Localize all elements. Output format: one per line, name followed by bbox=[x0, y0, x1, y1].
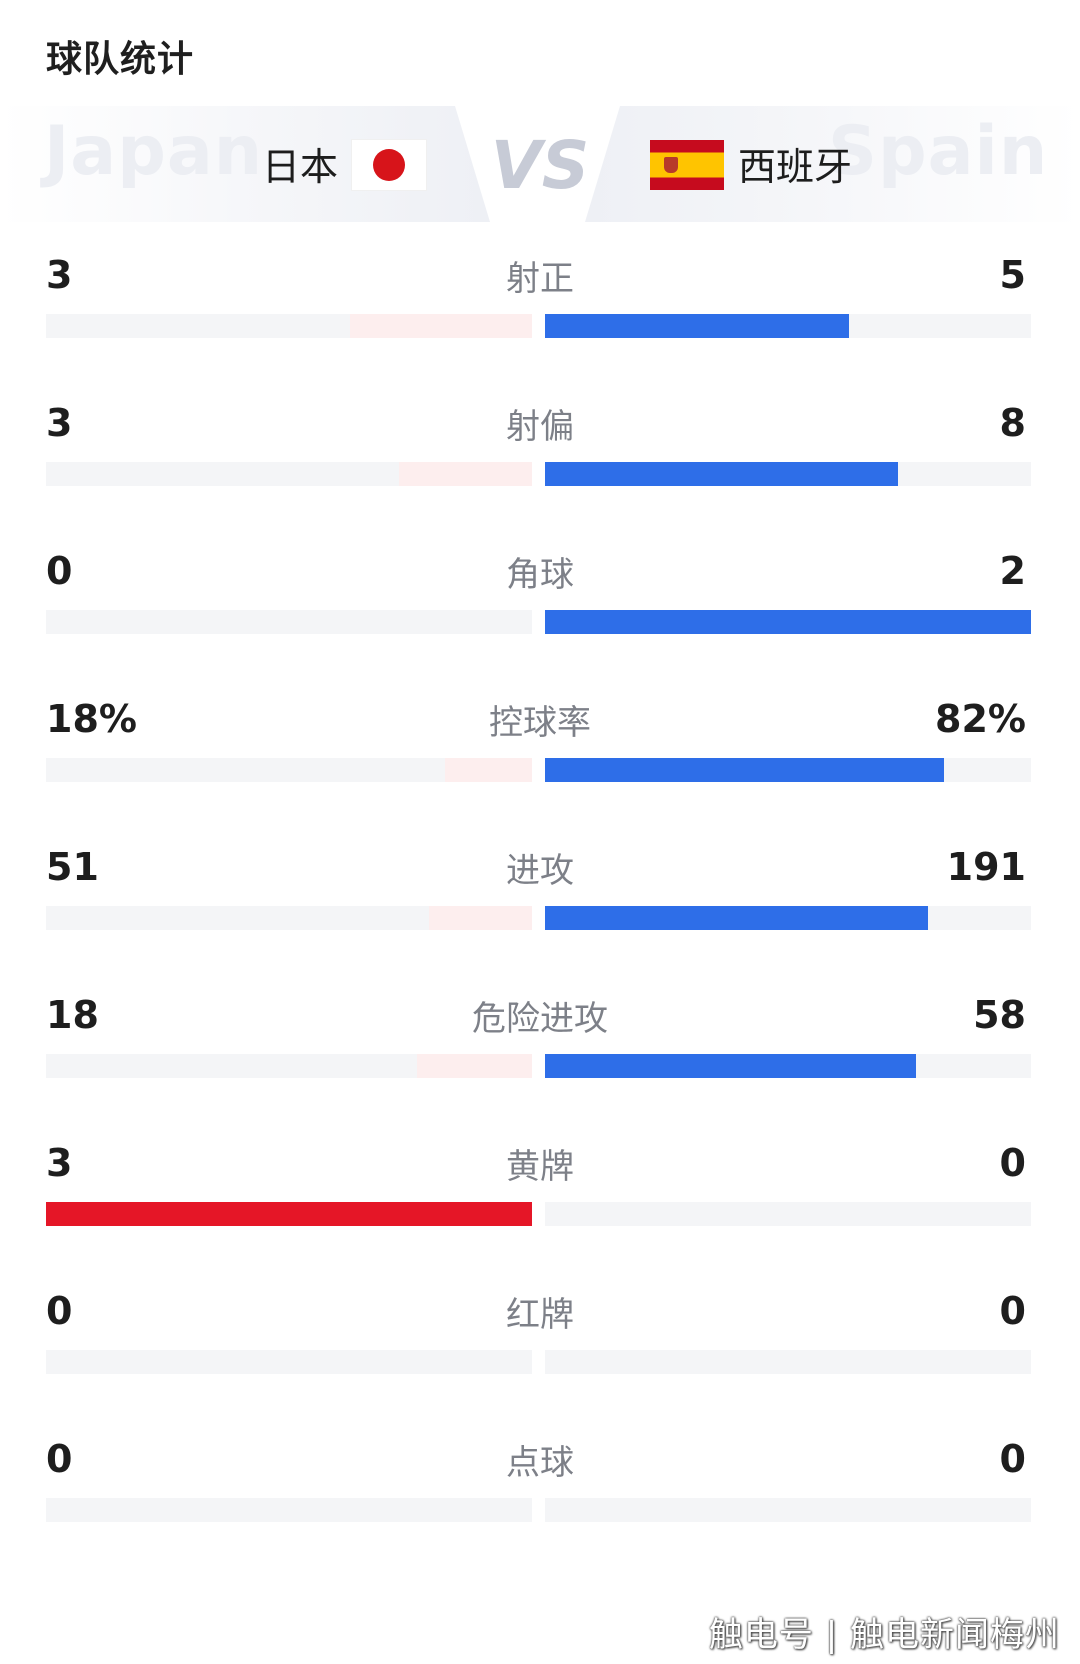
away-stat-bar bbox=[545, 462, 898, 486]
away-stat-value: 0 bbox=[999, 1289, 1026, 1333]
home-stat-value: 0 bbox=[46, 549, 73, 593]
away-stat-value: 191 bbox=[946, 845, 1026, 889]
home-stat-bar bbox=[429, 906, 532, 930]
home-stat-bar bbox=[445, 758, 532, 782]
japan-flag-icon bbox=[352, 140, 426, 190]
home-stat-bar bbox=[417, 1054, 532, 1078]
away-stat-track bbox=[545, 1350, 1031, 1374]
home-stat-track bbox=[46, 462, 532, 486]
away-stat-bar bbox=[545, 906, 928, 930]
stat-row: 51 进攻 191 bbox=[0, 842, 1080, 972]
stat-label: 射偏 bbox=[506, 407, 574, 447]
home-stat-value: 3 bbox=[46, 401, 73, 445]
away-stat-track bbox=[545, 906, 1031, 930]
stat-label: 射正 bbox=[506, 259, 574, 299]
home-stat-track bbox=[46, 906, 532, 930]
away-stat-bar bbox=[545, 610, 1031, 634]
vs-label: VS bbox=[490, 127, 590, 204]
away-stat-value: 8 bbox=[999, 401, 1026, 445]
stat-label: 红牌 bbox=[506, 1295, 574, 1335]
stat-label: 危险进攻 bbox=[472, 999, 608, 1039]
home-ghost-name: Japan bbox=[44, 112, 264, 191]
home-stat-bar bbox=[46, 1202, 532, 1226]
away-stat-track bbox=[545, 758, 1031, 782]
stat-row: 3 黄牌 0 bbox=[0, 1138, 1080, 1268]
away-stat-bar bbox=[545, 758, 944, 782]
home-stat-track bbox=[46, 314, 532, 338]
away-stat-value: 0 bbox=[999, 1141, 1026, 1185]
home-stat-value: 51 bbox=[46, 845, 99, 889]
spain-flag-coat-of-arms bbox=[664, 157, 678, 173]
home-stat-track bbox=[46, 1350, 532, 1374]
home-stat-bar bbox=[399, 462, 532, 486]
away-stat-track bbox=[545, 610, 1031, 634]
home-stat-track bbox=[46, 758, 532, 782]
japan-flag-sun bbox=[373, 149, 405, 181]
away-stat-track bbox=[545, 1202, 1031, 1226]
away-stat-bar bbox=[545, 1054, 916, 1078]
stat-row: 18 危险进攻 58 bbox=[0, 990, 1080, 1120]
section-title: 球队统计 bbox=[46, 39, 195, 80]
spain-flag-icon bbox=[650, 140, 724, 190]
home-stat-track bbox=[46, 1498, 532, 1522]
away-stat-value: 2 bbox=[999, 549, 1026, 593]
stat-label: 黄牌 bbox=[506, 1147, 574, 1187]
away-stat-value: 82% bbox=[935, 697, 1026, 741]
stat-row: 18% 控球率 82% bbox=[0, 694, 1080, 824]
away-stat-value: 5 bbox=[999, 253, 1026, 297]
home-stat-value: 0 bbox=[46, 1289, 73, 1333]
home-stat-track bbox=[46, 610, 532, 634]
home-stat-value: 18% bbox=[46, 697, 137, 741]
away-stat-value: 0 bbox=[999, 1437, 1026, 1481]
stat-label: 角球 bbox=[506, 555, 574, 595]
home-stat-value: 3 bbox=[46, 253, 73, 297]
away-stat-value: 58 bbox=[973, 993, 1026, 1037]
away-stat-track bbox=[545, 1054, 1031, 1078]
away-stat-track bbox=[545, 1498, 1031, 1522]
stat-label: 控球率 bbox=[489, 703, 591, 743]
watermark: 触电号 | 触电新闻梅州 bbox=[708, 1615, 1060, 1655]
home-stat-value: 0 bbox=[46, 1437, 73, 1481]
stat-row: 3 射正 5 bbox=[0, 250, 1080, 380]
stat-row: 3 射偏 8 bbox=[0, 398, 1080, 528]
home-team-name[interactable]: 日本 bbox=[262, 145, 339, 189]
home-stat-value: 18 bbox=[46, 993, 99, 1037]
home-stat-bar bbox=[350, 314, 532, 338]
stat-label: 点球 bbox=[506, 1443, 574, 1483]
away-stat-track bbox=[545, 462, 1031, 486]
home-stat-track bbox=[46, 1054, 532, 1078]
away-ghost-name: Spain bbox=[828, 112, 1049, 191]
stat-row: 0 角球 2 bbox=[0, 546, 1080, 676]
stat-row: 0 点球 0 bbox=[0, 1434, 1080, 1564]
stat-row: 0 红牌 0 bbox=[0, 1286, 1080, 1416]
away-stat-track bbox=[545, 314, 1031, 338]
away-stat-bar bbox=[545, 314, 849, 338]
home-stat-value: 3 bbox=[46, 1141, 73, 1185]
away-team-name[interactable]: 西班牙 bbox=[738, 145, 853, 189]
home-stat-track bbox=[46, 1202, 532, 1226]
stat-label: 进攻 bbox=[506, 851, 574, 891]
